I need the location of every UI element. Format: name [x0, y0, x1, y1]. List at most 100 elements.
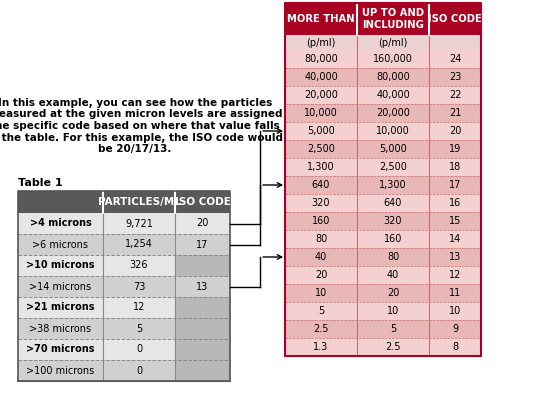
Bar	[103, 255, 175, 276]
Text: 20,000: 20,000	[376, 108, 410, 118]
Text: 8: 8	[452, 342, 458, 352]
Text: 2,500: 2,500	[307, 144, 335, 154]
Bar	[285, 35, 481, 50]
Text: 21: 21	[449, 108, 461, 118]
Text: 24: 24	[449, 54, 461, 64]
Text: 80: 80	[315, 234, 327, 244]
Text: 13: 13	[449, 252, 461, 262]
Text: 160,000: 160,000	[373, 54, 413, 64]
Text: >100 microns: >100 microns	[26, 365, 94, 375]
Text: 19: 19	[449, 144, 461, 154]
Text: 22: 22	[449, 90, 461, 100]
Text: >21 microns: >21 microns	[26, 302, 94, 312]
Text: 5: 5	[318, 306, 324, 316]
Text: 160: 160	[384, 234, 402, 244]
Bar	[18, 360, 103, 381]
Text: 40,000: 40,000	[376, 90, 410, 100]
Text: >4 microns: >4 microns	[30, 219, 91, 228]
Text: 2.5: 2.5	[313, 324, 329, 334]
Bar	[18, 276, 103, 297]
Bar	[175, 297, 230, 318]
Text: >14 microns: >14 microns	[30, 281, 92, 291]
Text: 12: 12	[449, 270, 461, 280]
Text: ISO CODE: ISO CODE	[174, 197, 231, 207]
Text: 18: 18	[449, 162, 461, 172]
Bar	[285, 248, 481, 266]
Text: 80: 80	[387, 252, 399, 262]
Bar	[285, 140, 481, 158]
Text: 73: 73	[133, 281, 145, 291]
Bar	[175, 318, 230, 339]
Bar	[175, 360, 230, 381]
Text: 11: 11	[449, 288, 461, 298]
Bar	[18, 191, 230, 213]
Text: 640: 640	[312, 180, 330, 190]
Text: 40: 40	[315, 252, 327, 262]
Bar	[103, 318, 175, 339]
Text: 0: 0	[136, 365, 142, 375]
Bar	[18, 339, 103, 360]
Bar	[285, 176, 481, 194]
Bar	[285, 68, 481, 86]
Bar	[18, 234, 103, 255]
Text: UP TO AND
INCLUDING: UP TO AND INCLUDING	[362, 8, 424, 30]
Text: 10: 10	[315, 288, 327, 298]
Bar	[285, 86, 481, 104]
Text: 16: 16	[449, 198, 461, 208]
Text: 1,254: 1,254	[125, 240, 153, 250]
Text: 0: 0	[136, 345, 142, 355]
Text: 20: 20	[197, 219, 208, 228]
Text: 2,500: 2,500	[379, 162, 407, 172]
Text: 10: 10	[387, 306, 399, 316]
Text: 10: 10	[449, 306, 461, 316]
Text: 14: 14	[449, 234, 461, 244]
Bar	[103, 339, 175, 360]
Bar	[175, 234, 230, 255]
Text: (p/ml): (p/ml)	[379, 37, 408, 47]
Text: 80,000: 80,000	[304, 54, 338, 64]
Bar	[285, 212, 481, 230]
Bar	[103, 213, 175, 234]
Bar	[175, 255, 230, 276]
Text: 23: 23	[449, 72, 461, 82]
Text: 20,000: 20,000	[304, 90, 338, 100]
Text: 640: 640	[384, 198, 402, 208]
Bar	[285, 320, 481, 338]
Bar	[285, 194, 481, 212]
Text: MORE THAN: MORE THAN	[287, 14, 355, 24]
Text: >6 microns: >6 microns	[32, 240, 89, 250]
Text: 17: 17	[449, 180, 461, 190]
Bar	[103, 360, 175, 381]
Text: 20: 20	[449, 126, 461, 136]
Text: 320: 320	[384, 216, 402, 226]
Text: 40,000: 40,000	[304, 72, 338, 82]
Text: 10,000: 10,000	[304, 108, 338, 118]
Text: 10,000: 10,000	[376, 126, 410, 136]
Text: 1,300: 1,300	[379, 180, 407, 190]
Bar	[175, 213, 230, 234]
Text: >38 microns: >38 microns	[30, 324, 92, 334]
Bar	[285, 266, 481, 284]
Text: 9: 9	[452, 324, 458, 334]
Text: (p/ml): (p/ml)	[306, 37, 336, 47]
Text: 160: 160	[312, 216, 330, 226]
Text: 20: 20	[387, 288, 399, 298]
Bar	[285, 338, 481, 356]
Text: 13: 13	[197, 281, 208, 291]
Text: 5,000: 5,000	[379, 144, 407, 154]
Text: 9,721: 9,721	[125, 219, 153, 228]
Bar	[285, 284, 481, 302]
Bar	[175, 339, 230, 360]
Bar	[285, 3, 481, 35]
Text: PARTICLES/ML: PARTICLES/ML	[98, 197, 180, 207]
Bar	[285, 50, 481, 68]
Bar	[18, 297, 103, 318]
Text: 5,000: 5,000	[307, 126, 335, 136]
Bar	[18, 255, 103, 276]
Bar	[285, 158, 481, 176]
Bar	[103, 297, 175, 318]
Text: 80,000: 80,000	[376, 72, 410, 82]
Bar	[18, 318, 103, 339]
Bar	[285, 104, 481, 122]
Text: Table 1: Table 1	[18, 178, 63, 188]
